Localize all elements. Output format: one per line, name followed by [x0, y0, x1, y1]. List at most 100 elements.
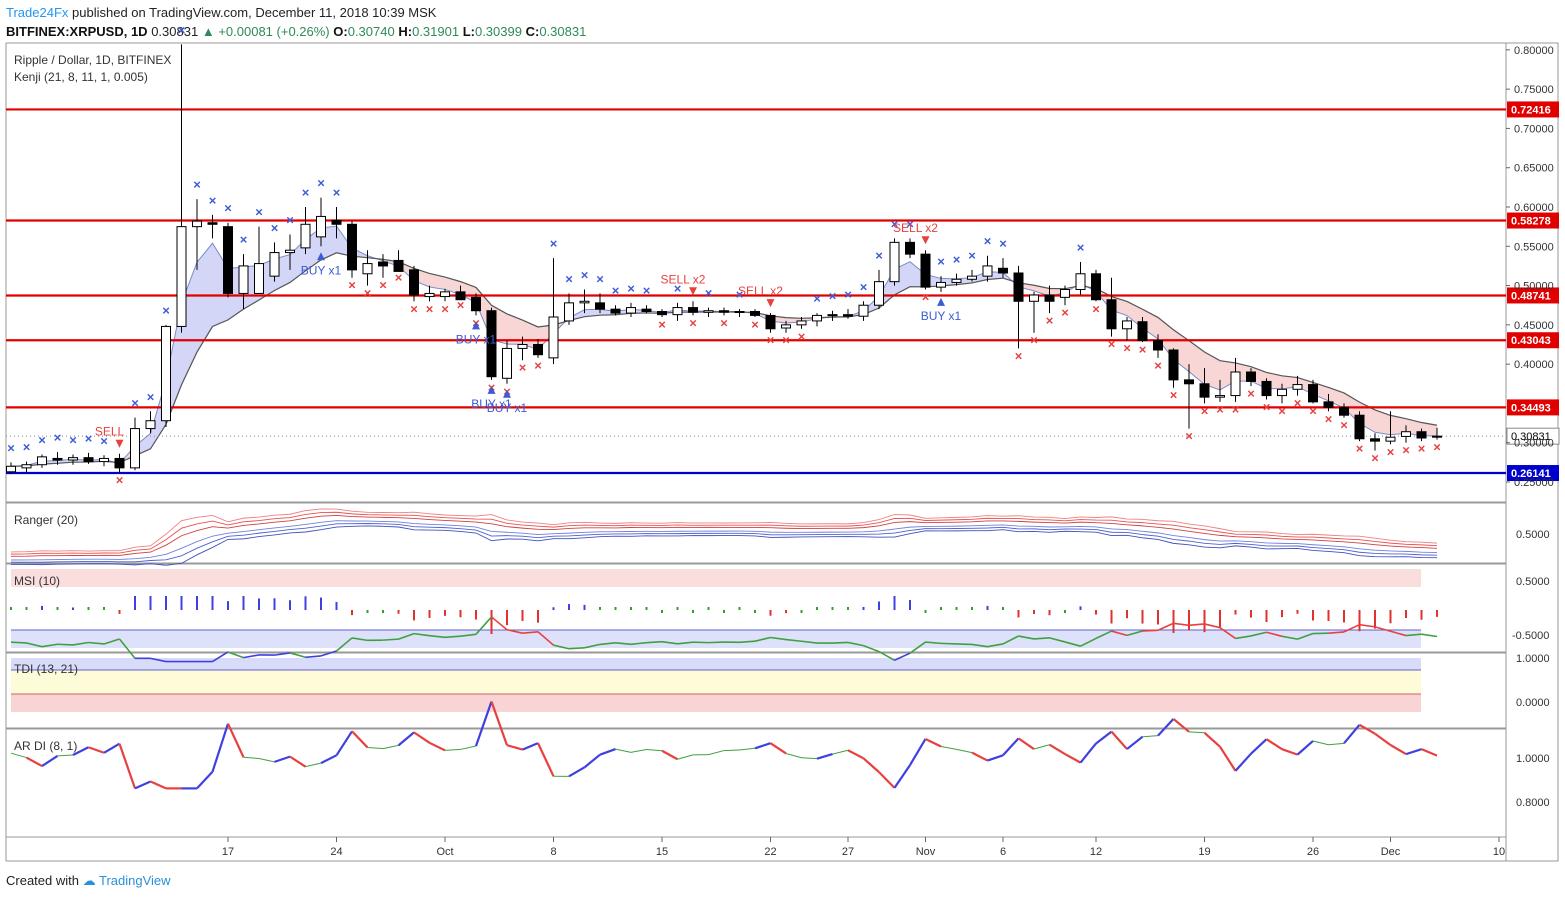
candle[interactable]	[254, 226, 264, 294]
candle[interactable]	[114, 453, 125, 473]
candle[interactable]	[998, 258, 1008, 278]
candle[interactable]	[316, 197, 326, 247]
candle[interactable]	[982, 255, 993, 282]
candle[interactable]	[703, 307, 714, 317]
candle[interactable]	[626, 302, 636, 317]
candle[interactable]	[1385, 411, 1396, 445]
candle[interactable]	[1199, 368, 1210, 404]
candle[interactable]	[548, 258, 559, 365]
price-tick-label: 0.80000	[1514, 45, 1554, 57]
candle[interactable]	[889, 238, 900, 286]
candle[interactable]	[1230, 357, 1241, 402]
candle[interactable]	[564, 293, 574, 325]
candle[interactable]	[424, 285, 435, 302]
candle[interactable]	[657, 309, 667, 317]
candle[interactable]	[1401, 425, 1411, 443]
candle[interactable]	[967, 269, 977, 282]
candle[interactable]	[52, 452, 63, 465]
candle[interactable]	[471, 293, 481, 316]
tradingview-brand[interactable]: TradingView	[99, 873, 171, 888]
candle[interactable]	[347, 221, 357, 278]
candle[interactable]	[393, 250, 404, 272]
candle[interactable]	[1354, 411, 1365, 442]
tdi-segment	[1405, 633, 1422, 637]
candle[interactable]	[610, 305, 621, 316]
candle[interactable]	[951, 273, 962, 286]
candle[interactable]	[1323, 394, 1334, 412]
candle[interactable]	[269, 242, 280, 282]
candle[interactable]	[781, 320, 791, 333]
candle[interactable]	[37, 454, 47, 468]
candle[interactable]	[300, 207, 311, 255]
candle[interactable]	[1308, 379, 1318, 404]
candle[interactable]	[1137, 317, 1148, 343]
candle[interactable]	[207, 214, 218, 239]
candle[interactable]	[502, 340, 512, 384]
candle[interactable]	[455, 285, 466, 301]
candle[interactable]	[486, 307, 497, 380]
publisher-name[interactable]: Trade24Fx	[6, 5, 69, 20]
candle[interactable]	[1261, 378, 1272, 400]
candle[interactable]	[936, 276, 946, 292]
candle[interactable]	[750, 309, 760, 317]
candle[interactable]	[765, 313, 776, 333]
candle[interactable]	[719, 307, 729, 316]
candle[interactable]	[21, 461, 32, 473]
tradingview-logo-icon[interactable]: ☁	[82, 873, 96, 888]
candle[interactable]	[1292, 375, 1303, 396]
candle[interactable]	[145, 411, 156, 434]
candle[interactable]	[533, 339, 543, 358]
candle[interactable]	[827, 310, 838, 321]
candle[interactable]	[1060, 285, 1070, 306]
candle[interactable]	[905, 238, 915, 259]
candle[interactable]	[920, 250, 931, 290]
candle[interactable]	[1029, 291, 1039, 333]
candle[interactable]	[858, 301, 869, 321]
candle[interactable]	[734, 309, 745, 317]
candle[interactable]	[843, 309, 853, 319]
candle[interactable]	[812, 313, 822, 327]
candle[interactable]	[1416, 428, 1427, 442]
candle[interactable]	[1339, 403, 1349, 418]
candle[interactable]	[176, 44, 187, 333]
candle[interactable]	[192, 199, 202, 270]
candle[interactable]	[409, 265, 419, 302]
candle[interactable]	[1432, 427, 1442, 440]
candle[interactable]	[1370, 433, 1380, 451]
candle[interactable]	[238, 254, 249, 310]
tdi-segment	[150, 657, 167, 663]
candle[interactable]	[331, 207, 342, 239]
candle[interactable]	[223, 222, 233, 298]
candle[interactable]	[1106, 277, 1117, 337]
candle[interactable]	[1246, 368, 1256, 387]
candle[interactable]	[1075, 262, 1086, 295]
candle[interactable]	[130, 417, 140, 471]
candle[interactable]	[1122, 317, 1132, 341]
candle[interactable]	[161, 324, 171, 427]
candle[interactable]	[1277, 383, 1287, 404]
candle[interactable]	[595, 293, 605, 314]
candle[interactable]	[1091, 269, 1101, 302]
candle[interactable]	[378, 254, 388, 278]
candle[interactable]	[68, 454, 78, 465]
candle[interactable]	[362, 250, 373, 286]
candle[interactable]	[641, 305, 652, 314]
candle[interactable]	[1168, 348, 1179, 388]
candle[interactable]	[874, 269, 884, 310]
candle[interactable]	[285, 234, 295, 270]
candle[interactable]	[1044, 285, 1055, 314]
candle[interactable]	[796, 317, 807, 329]
candle[interactable]	[83, 452, 94, 464]
candle[interactable]	[672, 302, 683, 321]
candle[interactable]	[1153, 334, 1163, 358]
candle[interactable]	[6, 462, 16, 475]
candle[interactable]	[579, 289, 590, 314]
candle[interactable]	[1013, 265, 1024, 349]
candle[interactable]	[517, 336, 528, 361]
candle[interactable]	[1215, 379, 1225, 402]
candle[interactable]	[440, 288, 450, 302]
candle[interactable]	[99, 455, 109, 467]
candle[interactable]	[1184, 364, 1194, 429]
candle[interactable]	[688, 301, 698, 316]
